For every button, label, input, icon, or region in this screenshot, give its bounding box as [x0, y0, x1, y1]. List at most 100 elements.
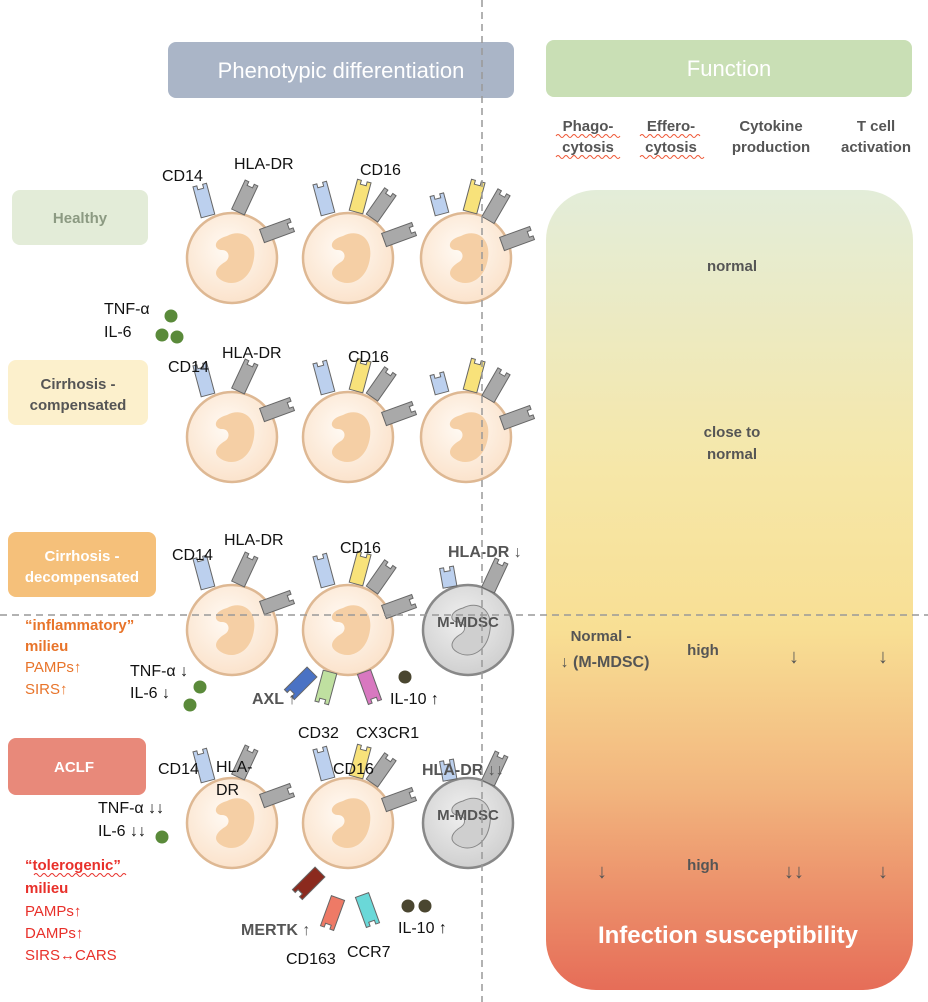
il10-dot [401, 899, 415, 913]
hladr-receptor [258, 217, 296, 244]
aclf-effero: high [687, 857, 719, 874]
d-hladr: HLA-DR [224, 532, 284, 549]
ccr7-receptor [354, 891, 381, 929]
hladr-receptor [498, 225, 536, 252]
il6-dot [155, 830, 169, 844]
cd16-receptor [348, 357, 372, 394]
col-tcell-1: T cell [857, 118, 895, 135]
classical-monocyte-0-nucleus [215, 233, 255, 284]
stage-aclf-label: ACLF [54, 759, 94, 776]
tolerogenic-milieu-1: “tolerogenic” [25, 857, 121, 874]
d-tnf: TNF-α ↓ [130, 663, 188, 680]
il6-dot [183, 698, 197, 712]
phenotypic-header [168, 42, 514, 98]
hladr-receptor [480, 750, 509, 787]
mertk-receptor [291, 866, 326, 901]
hladr-receptor [365, 559, 397, 595]
cd14-receptor [312, 745, 336, 782]
d-cd14: CD14 [172, 547, 213, 564]
infection-susceptibility: Infection susceptibility [598, 922, 859, 949]
a-mertk: MERTK ↑ [241, 922, 310, 939]
inflammatory-milieu-2: milieu [25, 638, 68, 655]
col-efferocytosis-2: cytosis [645, 139, 697, 156]
h-hladr: HLA-DR [234, 156, 294, 173]
nonclassical-monocyte-1-nucleus [449, 412, 489, 463]
hladr-receptor [230, 179, 259, 216]
intermediate-monocyte-1-nucleus [331, 412, 371, 463]
hladr-receptor [230, 744, 259, 781]
compensated-function-1: close to [704, 424, 761, 441]
d-cd16: CD16 [340, 540, 381, 557]
cells-layer: M-MDSC M-MDSC [155, 178, 536, 932]
d-hladr-mdsc: HLA-DR ↓ [448, 544, 522, 561]
col-tcell-2: activation [841, 139, 911, 156]
phenotypic-header-label: Phenotypic differentiation [218, 58, 465, 83]
intermediate-monocyte-2-nucleus [331, 605, 371, 656]
stage-healthy [12, 190, 148, 245]
h-cd16: CD16 [360, 162, 401, 179]
a-hladr-2: DR [216, 782, 239, 799]
h-tnf: TNF-α [104, 301, 150, 318]
a-ccr7: CCR7 [347, 944, 391, 961]
aclf-pamps: PAMPs↑ [25, 903, 81, 920]
cd14-receptor [312, 359, 336, 396]
hladr-receptor [380, 400, 418, 427]
function-columns: Phago- cytosis Effero- cytosis Cytokine … [555, 118, 911, 159]
hladr-receptor [480, 557, 509, 594]
stage-aclf [8, 738, 146, 795]
stage-healthy-label: Healthy [53, 210, 108, 227]
col-cytokine-2: production [732, 139, 810, 156]
hladr-receptor [258, 396, 296, 423]
function-gradient-panel [546, 190, 913, 990]
hladr-receptor [380, 786, 418, 813]
stage-decompensated-2: decompensated [25, 569, 139, 586]
il10-dot [398, 670, 412, 684]
cx3cr1-receptor [356, 668, 383, 706]
c-cd14: CD14 [168, 359, 209, 376]
cd16-receptor [462, 178, 486, 215]
healthy-function: normal [707, 258, 757, 275]
a-tnf: TNF-α ↓↓ [98, 800, 164, 817]
a-hladr-1: HLA- [216, 759, 252, 776]
col-cytokine-1: Cytokine [739, 118, 802, 135]
hladr-receptor [365, 187, 397, 223]
intermediate-monocyte-3-nucleus [331, 798, 371, 849]
il6-dot [155, 328, 169, 342]
stage-compensated-1: Cirrhosis - [40, 376, 115, 393]
cd14-receptor [312, 552, 336, 589]
mdsc-cell-3-label: M-MDSC [437, 807, 499, 824]
hladr-receptor [230, 551, 259, 588]
decomp-cytokine: ↓ [789, 646, 799, 668]
cd14-receptor [429, 371, 450, 396]
d-il10: IL-10 ↑ [390, 691, 439, 708]
cd14-receptor [439, 565, 458, 589]
hladr-receptor [481, 188, 511, 225]
d-il6: IL-6 ↓ [130, 685, 170, 702]
hladr-receptor [258, 782, 296, 809]
il10-dot [418, 899, 432, 913]
il6-dot [170, 330, 184, 344]
intermediate-monocyte-0-nucleus [331, 233, 371, 284]
hladr-receptor [481, 367, 511, 404]
a-cd16: CD16 [333, 761, 374, 778]
classical-monocyte-2-nucleus [215, 605, 255, 656]
inflammatory-milieu-1: “inflammatory” [25, 617, 134, 634]
classical-monocyte-3-nucleus [215, 798, 255, 849]
aclf-cytokine: ↓↓ [784, 861, 804, 883]
cd16-receptor [348, 550, 372, 587]
h-cd14: CD14 [162, 168, 203, 185]
function-header [546, 40, 912, 97]
aclf-phago: ↓ [597, 861, 607, 883]
hladr-receptor [258, 589, 296, 616]
mdsc-cell-3-nucleus [451, 797, 491, 849]
col-phagocytosis-1: Phago- [563, 118, 614, 135]
decomp-pamps: PAMPs↑ [25, 659, 81, 676]
cd14-receptor [192, 182, 216, 219]
cd14-receptor [192, 361, 216, 398]
classical-monocyte-1-nucleus [215, 412, 255, 463]
tnf-dot [164, 309, 178, 323]
hladr-receptor [365, 752, 397, 788]
aclf-sirs-cars: SIRS↔CARS [25, 947, 117, 964]
function-header-label: Function [687, 56, 771, 81]
